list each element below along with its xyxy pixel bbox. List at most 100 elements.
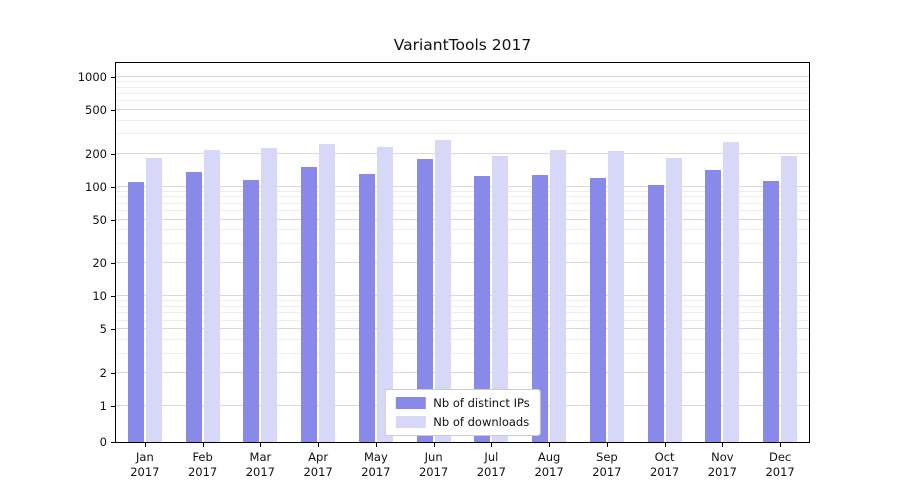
- y-axis-tick-mark: [111, 110, 115, 111]
- bar-distinct-ips-jul: [474, 176, 491, 442]
- bar-downloads-jul: [492, 155, 509, 442]
- gridline-minor: [116, 93, 809, 94]
- x-axis-tick-month: Apr: [308, 450, 329, 464]
- gridline-minor: [116, 300, 809, 302]
- x-axis-tick-month: Mar: [249, 450, 272, 464]
- y-axis-tick-mark: [111, 77, 115, 78]
- x-axis-tick-month: Dec: [768, 450, 792, 464]
- y-axis-tick-label: 20: [92, 256, 107, 271]
- gridline-minor: [116, 133, 809, 135]
- gridline-minor: [116, 196, 809, 198]
- bar-distinct-ips-jun: [416, 159, 433, 442]
- x-axis-tick-label: Dec 2017: [750, 450, 810, 480]
- x-axis-tick-label: Jan 2017: [115, 450, 175, 480]
- legend-label-downloads: Nb of downloads: [433, 415, 530, 429]
- gridline-minor: [116, 86, 809, 88]
- bar-downloads-may: [376, 146, 393, 442]
- gridline-minor: [116, 319, 809, 321]
- x-axis-tick-mark: [780, 443, 782, 447]
- x-axis-tick-year: 2017: [361, 465, 391, 479]
- x-axis-tick-label: Jul 2017: [461, 450, 521, 480]
- bar-distinct-ips-apr: [301, 166, 318, 442]
- x-axis-tick-month: Sep: [596, 450, 618, 464]
- gridline-minor: [116, 119, 809, 121]
- chart-title: VariantTools 2017: [393, 36, 532, 54]
- x-axis-tick-mark: [260, 443, 262, 447]
- gridline-minor: [116, 100, 809, 102]
- y-axis-tick-mark: [111, 442, 115, 443]
- x-axis-tick-month: Aug: [537, 450, 561, 464]
- x-axis-tick-year: 2017: [303, 465, 333, 479]
- x-axis-tick-mark: [144, 443, 146, 447]
- x-axis-tick-mark: [318, 443, 320, 447]
- bar-downloads-jan: [145, 157, 162, 442]
- x-axis-tick-year: 2017: [130, 465, 160, 479]
- x-axis-tick-mark: [375, 443, 377, 447]
- x-axis-tick-label: Mar 2017: [230, 450, 290, 480]
- legend: Nb of distinct IPs Nb of downloads: [384, 389, 541, 436]
- bar-downloads-nov: [723, 142, 740, 442]
- bar-downloads-oct: [665, 157, 682, 442]
- gridline-minor: [116, 210, 809, 211]
- bar-distinct-ips-oct: [647, 185, 664, 442]
- bar-distinct-ips-jan: [127, 182, 144, 442]
- y-axis-tick-mark: [111, 186, 115, 188]
- x-axis-tick-mark: [202, 443, 204, 447]
- gridline-minor: [116, 305, 809, 307]
- x-axis-tick-year: 2017: [534, 465, 564, 479]
- y-axis-tick-label: 100: [85, 179, 107, 194]
- y-axis-tick-label: 10: [92, 289, 107, 304]
- x-axis-tick-month: Jun: [424, 450, 443, 464]
- gridline-minor: [116, 312, 809, 314]
- bar-downloads-aug: [550, 150, 567, 442]
- x-axis-tick-month: Nov: [711, 450, 734, 464]
- gridline-minor: [116, 81, 809, 83]
- x-axis-tick-mark: [549, 443, 551, 447]
- legend-item-distinct-ips: Nb of distinct IPs: [395, 396, 530, 410]
- bar-distinct-ips-may: [358, 174, 375, 442]
- x-axis-tick-mark: [722, 443, 724, 447]
- y-axis-tick-label: 0: [99, 435, 107, 449]
- legend-swatch-distinct-ips: [395, 397, 426, 409]
- gridline-major: [116, 218, 809, 220]
- x-axis-tick-year: 2017: [707, 465, 738, 479]
- y-axis-tick-mark: [111, 153, 115, 155]
- bar-distinct-ips-dec: [763, 180, 780, 442]
- x-axis-tick-label: Sep 2017: [577, 450, 637, 480]
- x-axis-tick-label: Nov 2017: [692, 450, 752, 480]
- bar-distinct-ips-mar: [243, 180, 260, 442]
- bar-distinct-ips-aug: [532, 174, 549, 442]
- y-axis-tick-mark: [111, 329, 115, 331]
- x-axis-tick-mark: [433, 443, 435, 447]
- gridline-minor: [116, 338, 809, 340]
- legend-label-distinct-ips: Nb of distinct IPs: [433, 396, 530, 410]
- y-axis-tick-mark: [111, 406, 115, 407]
- x-axis-tick-label: Apr 2017: [288, 450, 348, 480]
- x-axis-tick-month: May: [363, 450, 388, 464]
- x-axis-tick-month: Jul: [484, 450, 499, 464]
- y-axis-tick-mark: [111, 219, 115, 221]
- x-axis-tick-month: Feb: [192, 450, 213, 464]
- bar-downloads-sep: [607, 151, 624, 442]
- x-axis-tick-mark: [606, 443, 608, 447]
- x-axis-tick-year: 2017: [245, 465, 276, 479]
- x-axis-tick-label: Aug 2017: [519, 450, 579, 480]
- gridline-major: [116, 295, 809, 297]
- y-axis-tick-mark: [111, 263, 115, 265]
- bar-distinct-ips-nov: [705, 170, 722, 442]
- x-axis-tick-month: Jan: [136, 450, 154, 464]
- bar-distinct-ips-feb: [185, 172, 202, 442]
- y-axis-tick-label: 500: [85, 103, 107, 117]
- gridline-major: [116, 328, 809, 330]
- gridline-major: [116, 109, 809, 111]
- x-axis-tick-year: 2017: [187, 465, 218, 479]
- x-axis-tick-label: Jun 2017: [404, 450, 464, 480]
- gridline-minor: [116, 243, 809, 245]
- bar-downloads-dec: [781, 156, 798, 442]
- bar-downloads-apr: [319, 144, 336, 442]
- bar-downloads-jun: [434, 139, 451, 442]
- gridline-major: [116, 185, 809, 187]
- y-axis-tick-label: 200: [85, 146, 107, 161]
- gridline-major: [116, 76, 809, 77]
